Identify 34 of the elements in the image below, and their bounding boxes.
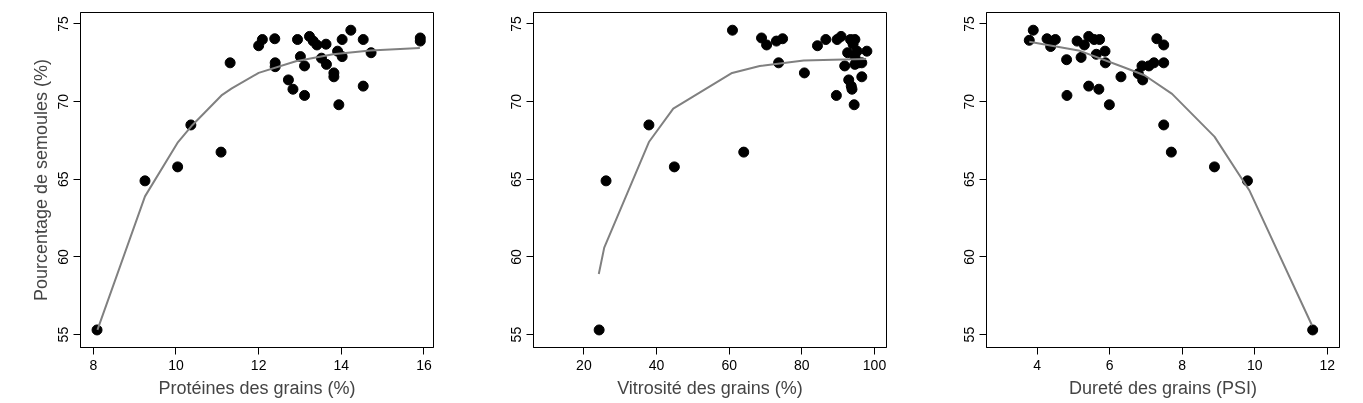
y-tick-label: 60 <box>961 248 978 265</box>
x-tick-label: 20 <box>576 356 592 373</box>
y-tick-label: 55 <box>961 326 978 343</box>
y-tick-label: 65 <box>508 171 525 188</box>
x-tick-label: 10 <box>1246 356 1263 373</box>
x-tick-label: 10 <box>168 356 184 373</box>
y-tick-label: 55 <box>55 326 72 343</box>
x-axis-title: Dureté des grains (PSI) <box>1068 377 1258 398</box>
x-tick-label: 6 <box>1105 356 1114 373</box>
y-tick-label: 75 <box>55 15 72 32</box>
y-tick-label: 70 <box>961 93 978 110</box>
y-axis-title: Pourcentage de semoules (%) <box>30 58 51 302</box>
x-tick-label: 12 <box>250 356 267 373</box>
y-tick-label: 70 <box>55 93 72 110</box>
y-tick-label: 60 <box>55 248 72 265</box>
x-tick-label: 100 <box>862 356 887 373</box>
x-tick-label: 8 <box>1178 356 1187 373</box>
x-axis-title: Protéines des grains (%) <box>158 377 356 398</box>
x-tick-label: 4 <box>1033 356 1042 373</box>
x-tick-label: 60 <box>721 356 738 373</box>
y-tick-label: 75 <box>508 15 525 32</box>
x-tick-label: 80 <box>794 356 810 373</box>
x-tick-label: 40 <box>648 356 665 373</box>
x-tick-label: 8 <box>89 356 98 373</box>
y-tick-label: 70 <box>508 93 525 110</box>
x-tick-label: 14 <box>333 356 350 373</box>
x-tick-label: 16 <box>416 356 432 373</box>
y-tick-label: 60 <box>508 248 525 265</box>
y-tick-label: 65 <box>961 171 978 188</box>
x-axis-title: Vitrosité des grains (%) <box>617 377 803 398</box>
y-tick-label: 65 <box>55 171 72 188</box>
y-tick-label: 75 <box>961 15 978 32</box>
y-tick-label: 55 <box>508 326 525 343</box>
x-tick-label: 12 <box>1319 356 1336 373</box>
